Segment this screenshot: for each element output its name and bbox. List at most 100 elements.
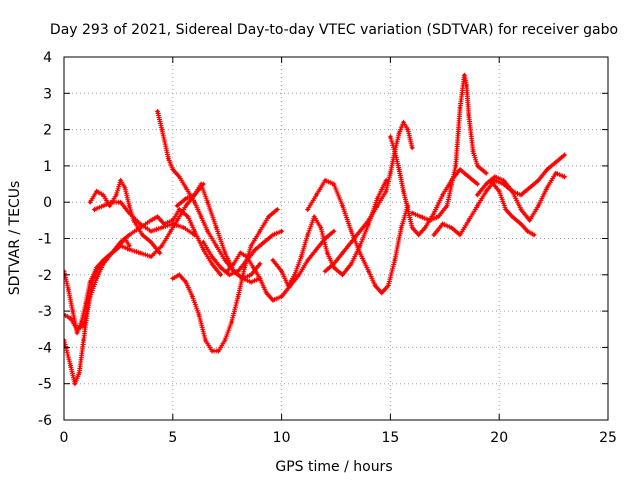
data-point [297, 273, 301, 277]
data-point [325, 251, 329, 255]
data-point [214, 226, 218, 230]
data-point [332, 229, 336, 233]
data-point [445, 204, 449, 208]
data-point [349, 262, 353, 266]
data-point [388, 135, 392, 139]
data-point [258, 276, 262, 281]
data-point [484, 182, 488, 186]
data-point [177, 207, 181, 212]
data-point [393, 149, 397, 153]
data-point [488, 178, 493, 183]
data-point [184, 196, 188, 201]
data-point [419, 215, 423, 219]
data-point [160, 244, 164, 248]
data-point [462, 73, 466, 77]
data-point [536, 204, 540, 208]
data-point [118, 240, 123, 244]
x-tick-label: 5 [168, 430, 177, 446]
data-point [192, 229, 197, 233]
series-markers [87, 177, 163, 256]
data-point [138, 222, 142, 226]
series-track-4 [87, 177, 163, 256]
data-point [393, 258, 397, 262]
data-point [384, 189, 388, 193]
data-point [406, 128, 410, 132]
data-point [68, 363, 73, 368]
data-point [554, 160, 558, 164]
data-point [201, 247, 205, 251]
data-point [171, 222, 175, 226]
data-point [332, 262, 336, 266]
data-point [475, 164, 480, 168]
data-point [358, 251, 362, 255]
data-point [88, 280, 92, 284]
series-track-12 [305, 177, 411, 296]
data-point [201, 240, 205, 244]
data-point [160, 226, 164, 230]
data-point [264, 291, 268, 295]
data-point [562, 175, 567, 179]
data-point [323, 178, 327, 183]
data-point [427, 218, 432, 222]
data-point [271, 233, 275, 237]
data-point [77, 371, 81, 375]
data-point [458, 233, 462, 237]
data-point [449, 226, 453, 230]
series-track-8 [174, 181, 263, 285]
data-point [293, 273, 297, 277]
data-point [71, 309, 75, 313]
data-point [510, 215, 514, 219]
y-tick-label: -3 [38, 304, 52, 320]
data-point [340, 251, 345, 255]
data-point [110, 251, 114, 255]
data-point [149, 255, 153, 259]
data-point [358, 229, 362, 233]
data-point [280, 269, 284, 273]
data-point [340, 204, 345, 208]
data-point [229, 320, 234, 324]
data-point [206, 229, 210, 233]
data-point [192, 193, 197, 197]
data-point [454, 164, 458, 168]
series-markers [64, 181, 206, 336]
x-tick-label: 0 [60, 430, 69, 446]
data-point [171, 167, 175, 172]
data-point [197, 313, 201, 317]
data-point [214, 244, 218, 248]
data-point [95, 189, 99, 193]
data-point [388, 171, 392, 175]
series-markers [174, 181, 263, 285]
data-point [138, 251, 142, 255]
data-point [81, 324, 86, 328]
data-point [271, 258, 275, 262]
data-point [68, 316, 73, 320]
data-point [177, 273, 181, 277]
x-axis-label: GPS time / hours [275, 459, 392, 475]
data-point [545, 186, 549, 190]
data-point [158, 251, 162, 255]
data-point [95, 276, 99, 281]
data-point [249, 273, 253, 277]
data-point [417, 233, 421, 237]
data-point [101, 204, 105, 208]
x-tick-label: 20 [490, 430, 508, 446]
data-point [238, 251, 242, 255]
data-point [175, 204, 179, 208]
data-point [410, 226, 414, 230]
data-point [223, 338, 227, 342]
data-point [92, 207, 97, 212]
data-point [312, 215, 316, 219]
data-point [88, 200, 92, 204]
data-point [554, 171, 558, 175]
data-point [253, 247, 258, 251]
data-point [410, 211, 414, 215]
series-track-18 [488, 177, 537, 238]
data-point [484, 189, 488, 193]
data-point [375, 204, 379, 208]
data-point [436, 215, 440, 219]
data-layer [64, 72, 567, 387]
data-point [236, 294, 240, 299]
y-axis-label: SDTVAR / TECUs [7, 181, 23, 296]
data-point [245, 255, 249, 259]
